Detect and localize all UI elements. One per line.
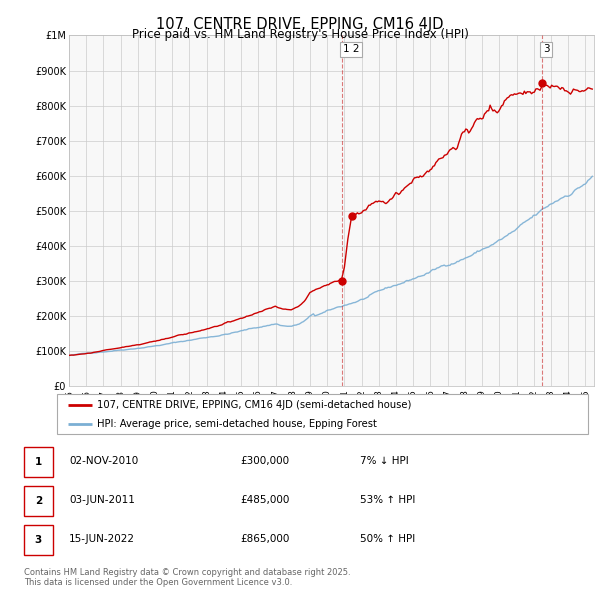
Text: 1 2: 1 2	[343, 44, 359, 54]
Text: £300,000: £300,000	[240, 456, 289, 466]
Text: 107, CENTRE DRIVE, EPPING, CM16 4JD (semi-detached house): 107, CENTRE DRIVE, EPPING, CM16 4JD (sem…	[97, 400, 411, 410]
Text: 3: 3	[543, 44, 550, 54]
Text: 2: 2	[35, 496, 42, 506]
Text: 3: 3	[35, 535, 42, 545]
Text: £485,000: £485,000	[240, 495, 289, 505]
Text: £865,000: £865,000	[240, 534, 289, 544]
Text: 1: 1	[35, 457, 42, 467]
Text: 15-JUN-2022: 15-JUN-2022	[69, 534, 135, 544]
Text: 107, CENTRE DRIVE, EPPING, CM16 4JD: 107, CENTRE DRIVE, EPPING, CM16 4JD	[156, 17, 444, 31]
Text: 50% ↑ HPI: 50% ↑ HPI	[360, 534, 415, 544]
Text: Contains HM Land Registry data © Crown copyright and database right 2025.
This d: Contains HM Land Registry data © Crown c…	[24, 568, 350, 587]
Text: HPI: Average price, semi-detached house, Epping Forest: HPI: Average price, semi-detached house,…	[97, 419, 377, 429]
Text: 7% ↓ HPI: 7% ↓ HPI	[360, 456, 409, 466]
Text: Price paid vs. HM Land Registry's House Price Index (HPI): Price paid vs. HM Land Registry's House …	[131, 28, 469, 41]
Text: 53% ↑ HPI: 53% ↑ HPI	[360, 495, 415, 505]
Text: 03-JUN-2011: 03-JUN-2011	[69, 495, 135, 505]
Text: 02-NOV-2010: 02-NOV-2010	[69, 456, 138, 466]
